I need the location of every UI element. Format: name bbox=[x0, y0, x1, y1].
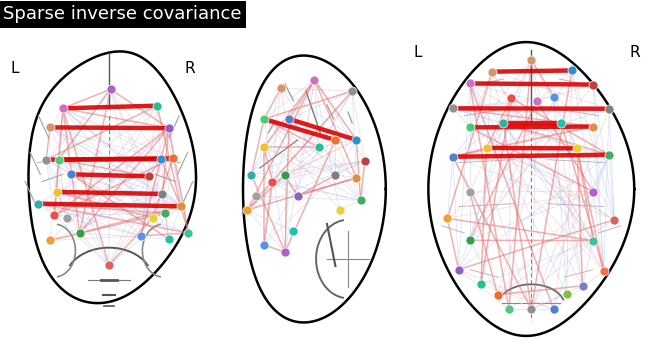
Text: Sparse inverse covariance: Sparse inverse covariance bbox=[3, 5, 242, 23]
Text: R: R bbox=[184, 61, 195, 76]
Text: L: L bbox=[414, 45, 422, 60]
Text: L: L bbox=[10, 61, 18, 76]
Text: R: R bbox=[630, 45, 640, 60]
